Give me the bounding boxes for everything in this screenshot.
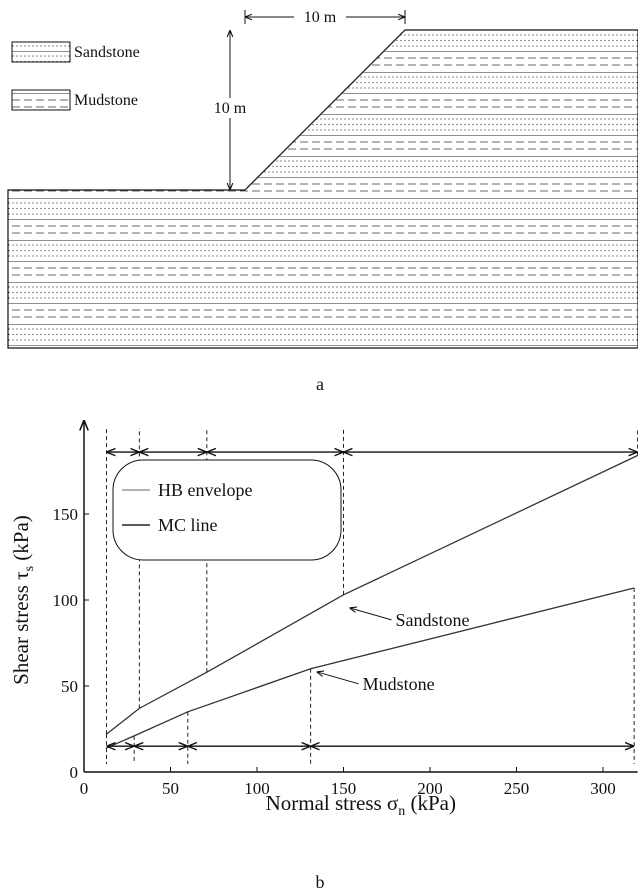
label-main: Shear stress τ bbox=[9, 571, 33, 684]
annotation-arrow bbox=[350, 608, 392, 620]
annotation-arrow bbox=[317, 672, 359, 684]
stratum bbox=[8, 324, 638, 345]
y-tick-label: 50 bbox=[61, 677, 78, 696]
y-axis-label: Shear stress τs (kPa) bbox=[9, 515, 37, 685]
height-label: 10 m bbox=[214, 100, 247, 117]
strata bbox=[8, 30, 638, 366]
label-main: Normal stress σ bbox=[266, 791, 399, 815]
stratum bbox=[8, 135, 638, 156]
stratum bbox=[8, 240, 638, 261]
label-unit: (kPa) bbox=[9, 515, 33, 566]
legend-swatch bbox=[12, 90, 70, 110]
x-tick-label: 0 bbox=[80, 779, 89, 798]
curve-label: Mudstone bbox=[363, 674, 435, 694]
label-sub: n bbox=[398, 804, 405, 819]
label-unit: (kPa) bbox=[405, 791, 456, 815]
legend-box bbox=[113, 460, 341, 560]
legend-label: HB envelope bbox=[158, 480, 252, 500]
stratum bbox=[8, 219, 638, 240]
curve-label: Sandstone bbox=[396, 610, 470, 630]
figure: Sandstone Mudstone 10 m 10 m a 0 50 100 150… bbox=[0, 0, 638, 895]
stratum bbox=[8, 72, 638, 93]
stratum bbox=[8, 198, 638, 219]
stratum bbox=[8, 261, 638, 282]
stratum bbox=[8, 177, 638, 198]
legend-swatch bbox=[12, 42, 70, 62]
x-axis-label: Normal stress σn (kPa) bbox=[266, 791, 456, 819]
panel-label: a bbox=[316, 374, 324, 394]
y-tick-label: 100 bbox=[53, 591, 79, 610]
stratum bbox=[8, 282, 638, 303]
x-tick-label: 300 bbox=[590, 779, 616, 798]
legend-label: Sandstone bbox=[74, 44, 140, 61]
width-label: 10 m bbox=[304, 9, 337, 26]
legend-label: MC line bbox=[158, 515, 218, 535]
stratum bbox=[8, 303, 638, 324]
panel-label: b bbox=[316, 872, 325, 892]
legend-label: Mudstone bbox=[74, 92, 138, 109]
x-tick-label: 250 bbox=[504, 779, 530, 798]
y-tick-label: 0 bbox=[70, 763, 79, 782]
y-tick-label: 150 bbox=[53, 505, 79, 524]
stratum bbox=[8, 114, 638, 135]
series-line bbox=[106, 588, 634, 748]
stratum bbox=[8, 156, 638, 177]
x-tick-label: 50 bbox=[162, 779, 179, 798]
